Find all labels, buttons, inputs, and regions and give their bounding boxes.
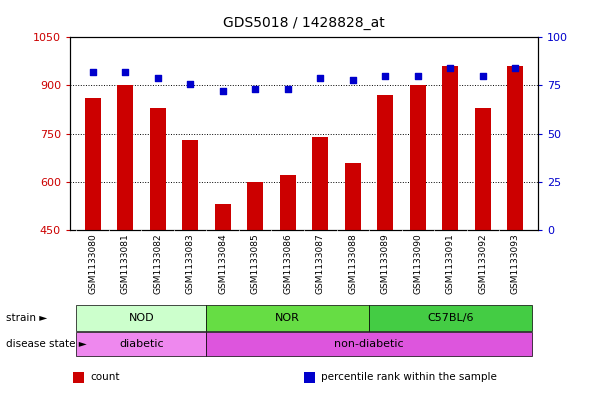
Bar (369, 305, 531, 331)
Text: GDS5018 / 1428828_at: GDS5018 / 1428828_at (223, 16, 385, 30)
Bar (442, 66, 458, 230)
Text: GSM1133082: GSM1133082 (153, 233, 162, 294)
Point (511, 65, 520, 71)
Text: GSM1133086: GSM1133086 (283, 233, 292, 294)
Text: C57BL/6: C57BL/6 (427, 313, 474, 323)
Bar (85, 98, 101, 230)
Bar (475, 108, 491, 230)
Bar (207, 305, 369, 331)
Text: disease state ►: disease state ► (6, 339, 87, 349)
Bar (410, 85, 426, 230)
Bar (77, 305, 207, 331)
Bar (77, 332, 207, 356)
Point (316, 75, 325, 81)
Text: non-diabetic: non-diabetic (334, 339, 404, 349)
Bar (345, 162, 361, 230)
Text: GSM1133084: GSM1133084 (218, 233, 227, 294)
Bar (507, 66, 523, 230)
Bar (207, 332, 531, 356)
Bar (150, 108, 166, 230)
Text: GSM1133091: GSM1133091 (446, 233, 455, 294)
Text: GSM1133088: GSM1133088 (348, 233, 358, 294)
Point (413, 73, 423, 79)
Bar (247, 182, 263, 230)
Bar (280, 175, 296, 230)
Text: NOR: NOR (275, 313, 300, 323)
Bar (182, 140, 198, 230)
Point (283, 86, 292, 92)
Point (478, 73, 488, 79)
Text: GSM1133089: GSM1133089 (381, 233, 390, 294)
Point (185, 81, 195, 87)
Bar (312, 137, 328, 230)
Text: GSM1133085: GSM1133085 (250, 233, 260, 294)
Text: GSM1133092: GSM1133092 (478, 233, 487, 294)
Point (381, 73, 390, 79)
Text: diabetic: diabetic (119, 339, 164, 349)
Text: GSM1133083: GSM1133083 (185, 233, 195, 294)
Point (153, 75, 162, 81)
Text: NOD: NOD (129, 313, 154, 323)
Text: count: count (90, 372, 120, 382)
Bar (377, 95, 393, 230)
Point (120, 69, 130, 75)
Text: strain ►: strain ► (6, 313, 47, 323)
Bar (117, 85, 133, 230)
Point (88, 69, 97, 75)
Text: GSM1133081: GSM1133081 (121, 233, 130, 294)
Point (250, 86, 260, 92)
Point (348, 77, 358, 83)
Bar (215, 204, 231, 230)
Text: percentile rank within the sample: percentile rank within the sample (321, 372, 497, 382)
Text: GSM1133090: GSM1133090 (413, 233, 423, 294)
Point (446, 65, 455, 71)
Text: GSM1133093: GSM1133093 (511, 233, 520, 294)
Text: GSM1133087: GSM1133087 (316, 233, 325, 294)
Point (218, 88, 227, 94)
Text: GSM1133080: GSM1133080 (88, 233, 97, 294)
